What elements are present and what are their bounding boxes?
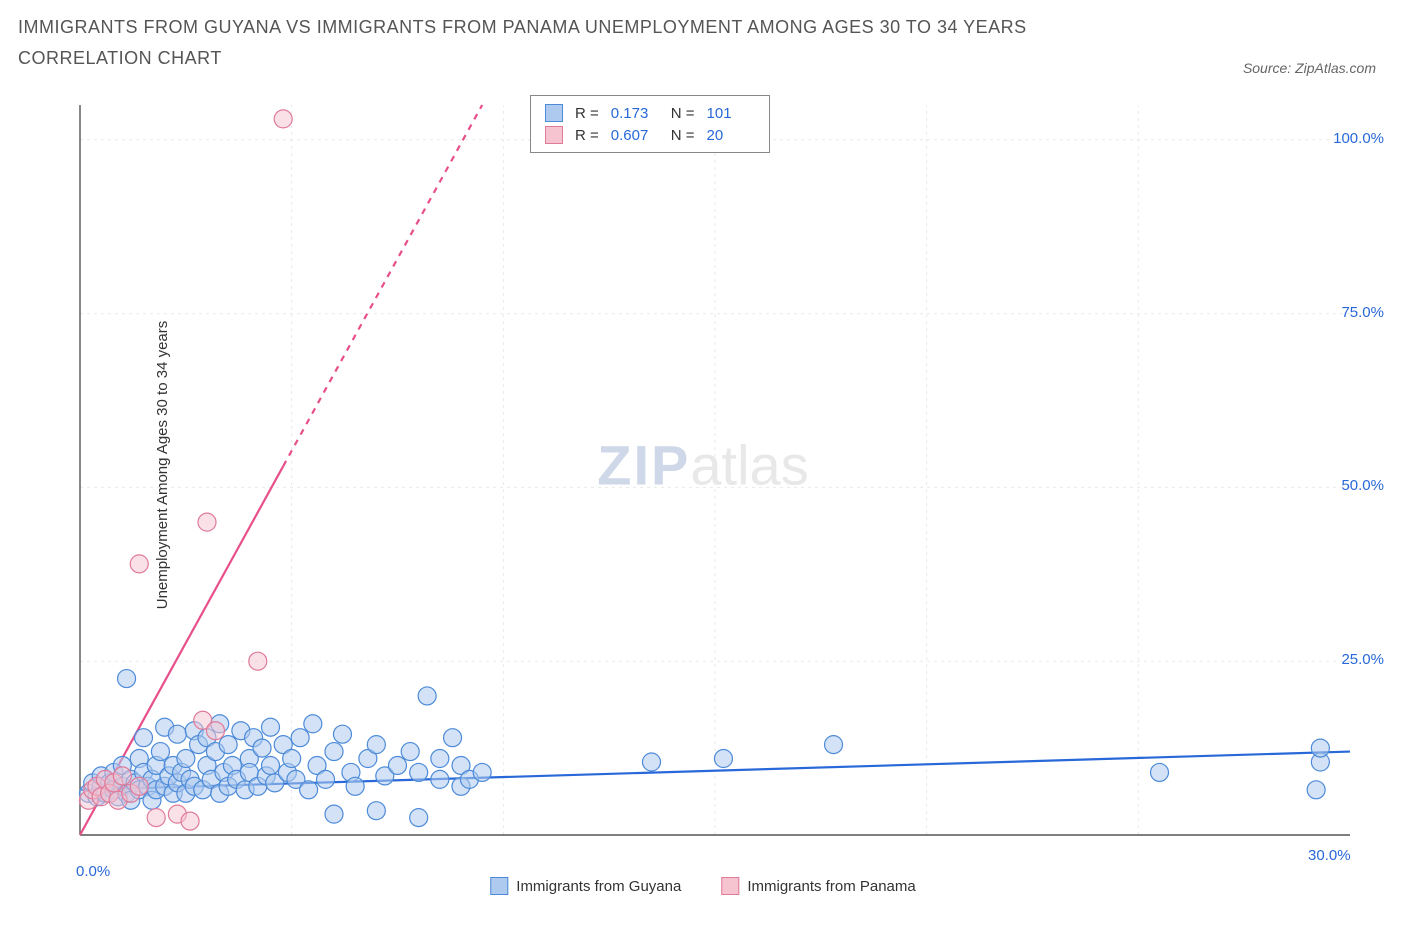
x-tick-0: 0.0% [76, 863, 110, 880]
legend-label-series1: Immigrants from Guyana [516, 878, 681, 895]
stat-n-series2: 20 [707, 127, 755, 144]
chart-area [70, 95, 1370, 855]
stat-label-r: R = [575, 127, 599, 144]
stat-label-r: R = [575, 105, 599, 122]
correlation-stats-box: R = 0.173 N = 101 R = 0.607 N = 20 [530, 95, 770, 153]
source-attribution: Source: ZipAtlas.com [1243, 60, 1376, 76]
stat-label-n: N = [671, 127, 695, 144]
legend-item-series2: Immigrants from Panama [721, 877, 915, 895]
y-tick-1: 50.0% [1341, 477, 1384, 494]
y-tick-0: 25.0% [1341, 651, 1384, 668]
y-tick-2: 75.0% [1341, 304, 1384, 321]
legend-swatch-series1 [490, 877, 508, 895]
stat-r-series1: 0.173 [611, 105, 659, 122]
legend-label-series2: Immigrants from Panama [747, 878, 915, 895]
legend-item-series1: Immigrants from Guyana [490, 877, 681, 895]
chart-title: IMMIGRANTS FROM GUYANA VS IMMIGRANTS FRO… [18, 12, 1118, 73]
stats-row-series1: R = 0.173 N = 101 [545, 102, 755, 124]
stat-n-series1: 101 [707, 105, 755, 122]
legend-swatch-series2 [721, 877, 739, 895]
swatch-series2 [545, 126, 563, 144]
stats-row-series2: R = 0.607 N = 20 [545, 124, 755, 146]
swatch-series1 [545, 104, 563, 122]
bottom-legend: Immigrants from Guyana Immigrants from P… [490, 877, 915, 895]
y-tick-3: 100.0% [1333, 130, 1384, 147]
x-tick-1: 30.0% [1308, 847, 1351, 864]
stat-label-n: N = [671, 105, 695, 122]
stat-r-series2: 0.607 [611, 127, 659, 144]
scatter-chart-svg [70, 95, 1370, 855]
